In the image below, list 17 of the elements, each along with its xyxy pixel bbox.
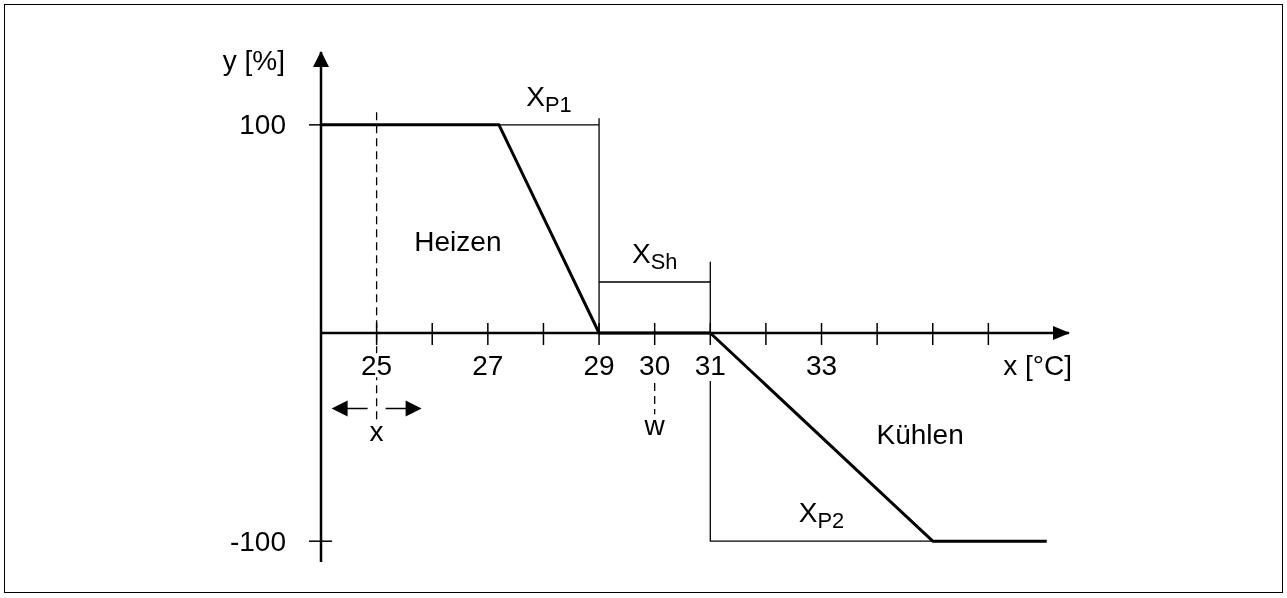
series-label: X$_{P2}$ xyxy=(798,496,845,533)
y-tick-label: 100 xyxy=(239,109,286,141)
legend-label: x xyxy=(369,416,384,448)
x-tick-label: 33 xyxy=(805,350,838,382)
y-tick-label: -100 xyxy=(229,525,286,557)
x-tick-label: 29 xyxy=(583,350,615,382)
x-tick-label: 27 xyxy=(472,350,504,382)
x-tick-label: 31 xyxy=(694,350,726,382)
x-tick-label: 30 xyxy=(639,350,671,382)
annotation: Kühlen xyxy=(876,418,964,450)
series-label: w xyxy=(643,410,666,442)
x-axis-title: x [°C] xyxy=(1003,350,1072,382)
annotation: Heizen xyxy=(414,225,502,257)
y-axis-title: y [%] xyxy=(222,45,285,76)
series-label: X$_{Sh}$ xyxy=(631,237,678,274)
x-tick-label: 25 xyxy=(361,350,393,382)
series-label: X$_{P1}$ xyxy=(526,80,572,117)
